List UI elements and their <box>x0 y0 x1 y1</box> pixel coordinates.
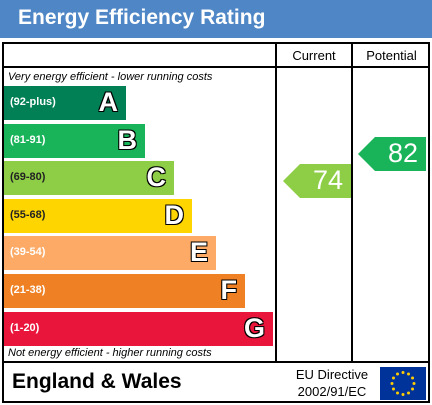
band-range-label: (39-54) <box>10 246 46 258</box>
current-rating-arrow: 74 <box>283 164 351 198</box>
band-letter: F <box>220 275 238 305</box>
eu-flag-star <box>407 391 410 395</box>
band-g: (1-20) G <box>4 312 273 346</box>
band-letter: G <box>243 313 265 343</box>
band-range-label: (81-91) <box>10 134 46 146</box>
bottom-note: Not energy efficient - higher running co… <box>8 347 212 359</box>
band-letter: B <box>117 125 138 155</box>
footer-divider <box>2 361 430 363</box>
eu-flag-star <box>401 371 405 374</box>
eu-flag-star <box>391 376 395 380</box>
potential-rating-arrow: 82 <box>358 137 426 171</box>
directive-line-2: 2002/91/EC <box>297 384 367 399</box>
divider-bands-current <box>275 42 277 363</box>
band-letter: A <box>98 87 119 117</box>
band-d: (55-68) D <box>4 199 192 233</box>
band-a: (92-plus) A <box>4 86 126 120</box>
band-c: (69-80) C <box>4 161 174 195</box>
eu-directive: EU Directive 2002/91/EC <box>288 366 376 400</box>
eu-flag-star <box>391 387 395 391</box>
current-column-header: Current <box>292 48 336 63</box>
rating-frame <box>2 42 430 403</box>
title-bar: Energy Efficiency Rating <box>0 0 432 38</box>
band-range-label: (92-plus) <box>10 96 56 108</box>
potential-arrow-shape <box>358 137 426 171</box>
band-letter: C <box>146 162 167 192</box>
eu-flag-star <box>412 382 416 385</box>
band-f: (21-38) F <box>4 274 245 308</box>
eu-flag-star <box>401 393 405 396</box>
divider-current-potential <box>351 42 353 363</box>
current-arrow-shape <box>283 164 351 198</box>
eu-flag-icon <box>380 367 426 400</box>
eu-flag-star <box>396 391 399 395</box>
potential-column-header: Potential <box>366 48 417 63</box>
band-range-label: (69-80) <box>10 171 46 183</box>
band-b: (81-91) B <box>4 124 145 158</box>
current-rating-value: 74 <box>312 165 343 195</box>
band-e: (39-54) E <box>4 236 216 270</box>
band-letter: E <box>189 237 208 267</box>
eu-flag-star <box>396 372 399 376</box>
band-range-label: (1-20) <box>10 322 40 334</box>
region-label: England & Wales <box>12 370 182 393</box>
chart-title: Energy Efficiency Rating <box>18 6 266 29</box>
directive-line-1: EU Directive <box>295 367 369 382</box>
top-note: Very energy efficient - lower running co… <box>8 71 213 83</box>
potential-rating-value: 82 <box>387 138 418 168</box>
band-letter: D <box>164 200 185 230</box>
header-divider <box>2 66 430 68</box>
band-range-label: (21-38) <box>10 284 46 296</box>
band-range-label: (55-68) <box>10 209 46 221</box>
eu-flag-star <box>411 376 415 380</box>
eu-flag-star <box>390 382 394 385</box>
eu-flag-star <box>411 387 415 391</box>
eu-flag-star <box>407 372 410 376</box>
